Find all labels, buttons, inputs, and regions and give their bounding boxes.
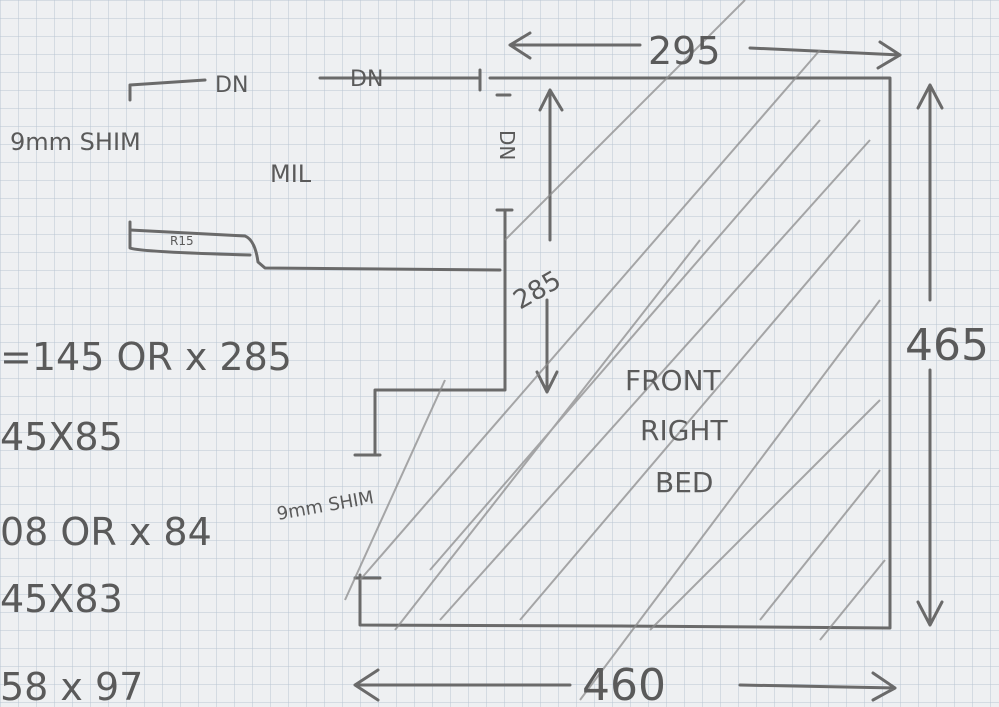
hatching	[344, 0, 886, 701]
bed-label: FRONT	[625, 364, 722, 397]
mil-label: MIL	[270, 160, 312, 188]
note: =145 OR x 285	[0, 335, 292, 379]
dim-right: 465	[905, 320, 989, 371]
dim-bottom: 460	[582, 660, 666, 707]
labels: DN DN DN 9mm SHIM MIL R15 FRONT RIGHT BE…	[10, 67, 728, 525]
bed-label: RIGHT	[640, 414, 728, 447]
note: 58 x 97	[0, 665, 143, 707]
dn-label: DN	[495, 130, 519, 160]
bed-label: BED	[655, 466, 713, 499]
dn-label: DN	[215, 73, 248, 98]
note: 45X85	[0, 415, 123, 459]
ledge-label: R15	[170, 234, 194, 248]
note: 45X83	[0, 577, 123, 621]
note: 08 OR x 84	[0, 510, 212, 554]
dn-label: DN	[350, 67, 383, 92]
dimensions: 295 465 460 285	[509, 29, 989, 707]
dim-top: 295	[648, 29, 721, 73]
notes: =145 OR x 285 45X85 08 OR x 84 45X83 58 …	[0, 335, 292, 707]
outline	[128, 31, 944, 702]
shim-label: 9mm SHIM	[10, 128, 141, 156]
